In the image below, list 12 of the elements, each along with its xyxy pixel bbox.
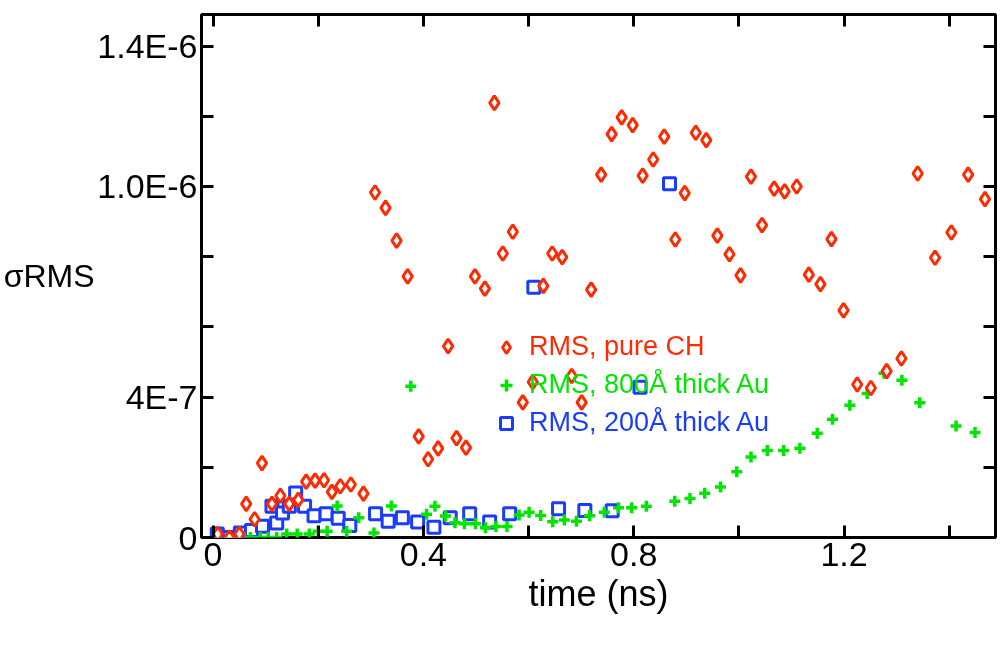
x-tick-label: 0.4	[399, 534, 448, 573]
x-axis-title: time (ns)	[528, 572, 669, 614]
x-tick-label: 1.2	[820, 534, 868, 573]
y-tick-label: 1.4E-6	[97, 27, 198, 66]
y-axis-title: σRMS	[3, 258, 95, 294]
x-tick-label: 0.8	[610, 534, 658, 573]
y-tick-label: 1.0E-6	[97, 167, 198, 206]
legend-label: RMS, 200Å thick Au	[529, 407, 770, 438]
legend-label: RMS, pure CH	[529, 331, 705, 362]
legend-label: RMS, 800Å thick Au	[529, 369, 770, 400]
x-tick-label: 0	[203, 534, 223, 573]
y-tick-label: 4E-7	[125, 378, 198, 417]
